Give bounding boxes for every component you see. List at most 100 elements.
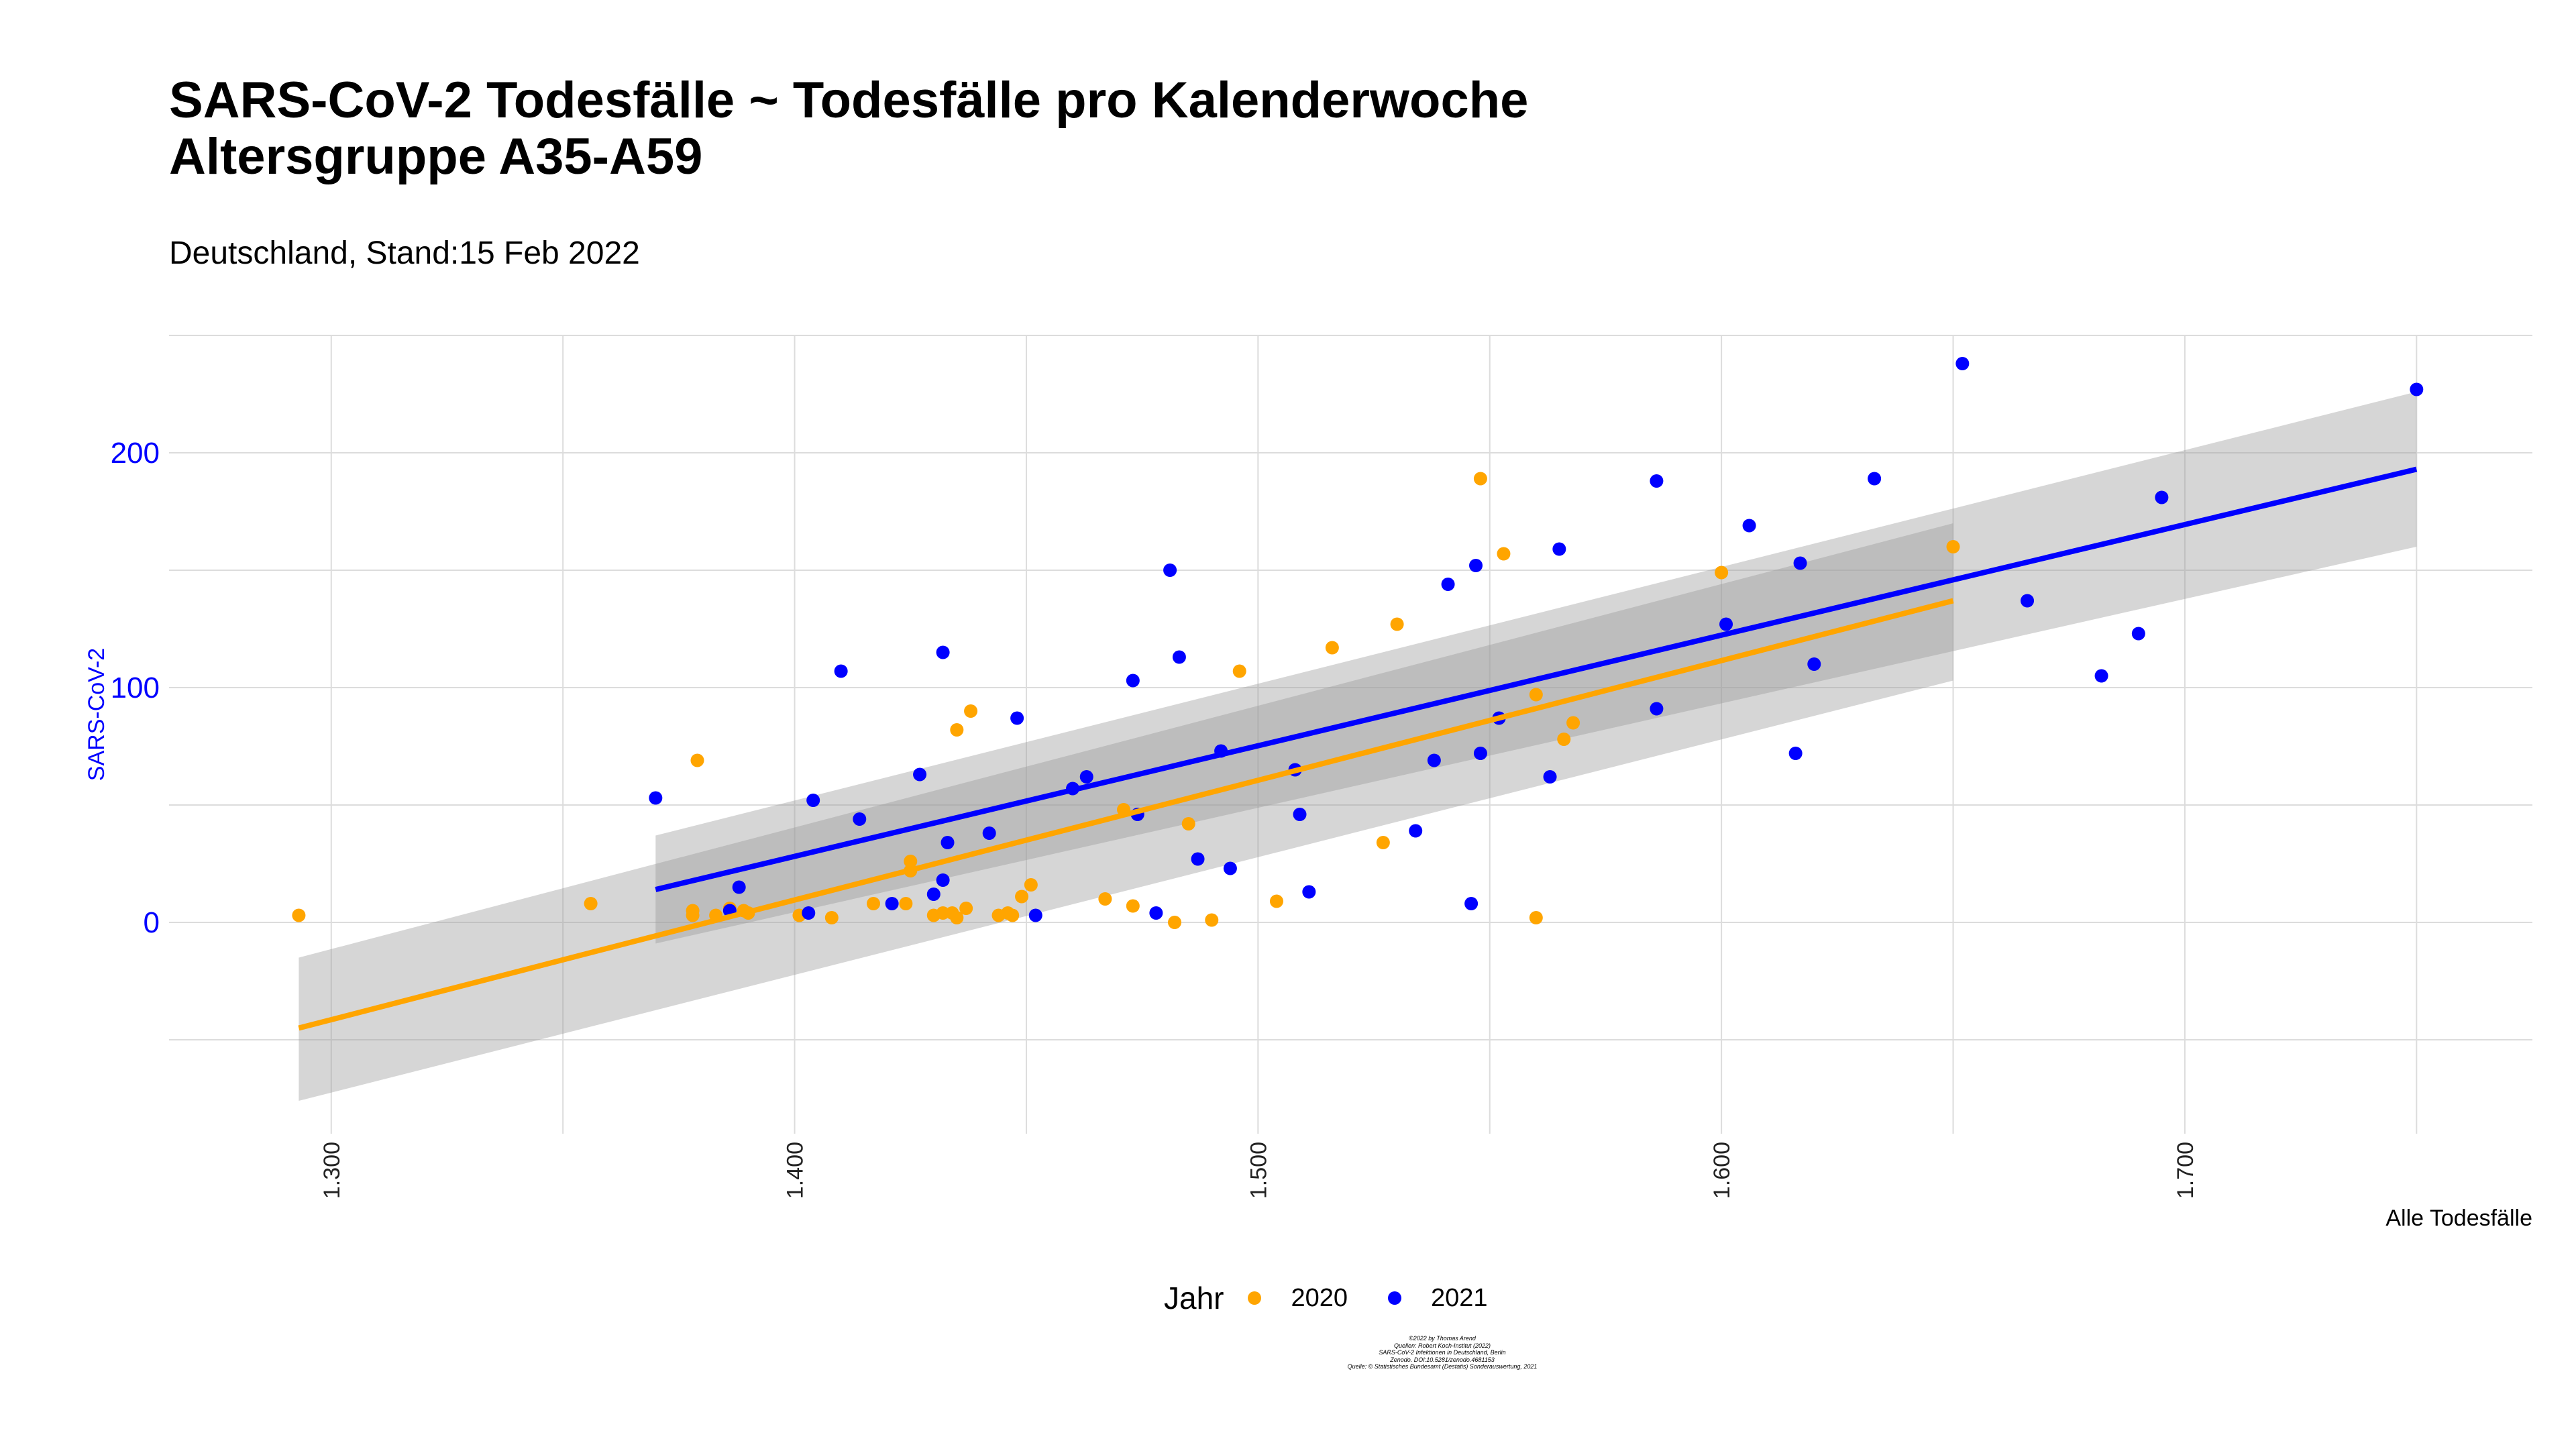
data-point-2020 <box>1946 540 1960 553</box>
y-tick-label: 100 <box>111 672 160 704</box>
data-point-2020 <box>686 908 700 922</box>
data-point-2020 <box>292 908 306 922</box>
data-point-2020 <box>936 906 950 920</box>
regression-line-2020 <box>298 598 1954 1031</box>
data-point-2020 <box>866 897 880 910</box>
data-point-2021 <box>1650 702 1664 716</box>
data-point-2021 <box>1793 556 1807 570</box>
x-tick-label: 1.600 <box>1709 1142 1735 1199</box>
data-point-2021 <box>1163 564 1177 577</box>
caption-line: ©2022 by Thomas Arend <box>1409 1335 1476 1342</box>
data-point-2021 <box>936 645 950 659</box>
confidence-band-2021 <box>655 392 2417 944</box>
legend-label-2021: 2021 <box>1431 1283 1488 1312</box>
data-point-2021 <box>1464 897 1479 910</box>
data-point-2020 <box>1376 836 1390 849</box>
data-point-2021 <box>853 812 867 826</box>
data-point-2021 <box>913 767 927 782</box>
data-point-2021 <box>926 888 941 901</box>
data-point-2021 <box>1010 711 1024 725</box>
axes: 0 100 200 1.300 1.400 1.500 1.600 1.700 SARS-CoV… <box>84 437 2532 1231</box>
data-point-2021 <box>1473 747 1487 760</box>
data-point-2020 <box>1269 894 1283 908</box>
data-point-2020 <box>1473 472 1487 486</box>
data-point-2021 <box>936 873 950 887</box>
data-point-2020 <box>1126 899 1140 913</box>
data-point-2021 <box>1223 861 1237 875</box>
data-point-2020 <box>904 855 918 868</box>
data-point-2021 <box>2155 490 2169 504</box>
legend-label-2020: 2020 <box>1291 1283 1348 1312</box>
data-points <box>292 357 2424 929</box>
data-point-2021 <box>1719 617 1733 631</box>
data-point-2021 <box>1302 885 1316 899</box>
data-point-2020 <box>1497 547 1511 561</box>
data-point-2020 <box>1181 817 1195 830</box>
data-point-2021 <box>806 794 820 807</box>
title-line-1: SARS-CoV-2 Todesfälle ~ Todesfälle pro K… <box>169 72 1529 129</box>
data-point-2021 <box>1079 770 1093 784</box>
data-point-2021 <box>1469 559 1483 572</box>
data-point-2020 <box>1390 617 1404 631</box>
data-point-2020 <box>1168 916 1182 929</box>
caption-line: Quellen: Robert Koch-Institut (2022) <box>1393 1342 1491 1349</box>
data-point-2020 <box>1098 892 1112 906</box>
y-tick-label: 0 <box>144 906 160 939</box>
data-point-2020 <box>950 911 964 924</box>
title-line-2: Altersgruppe A35-A59 <box>169 128 703 185</box>
grid-lines <box>169 335 2532 1134</box>
caption-line: Zenodo. DOI:10.5281/zenodo.4681153 <box>1390 1356 1495 1363</box>
data-point-2020 <box>950 723 964 737</box>
data-point-2021 <box>1409 824 1423 838</box>
source-caption: ©2022 by Thomas Arend Quellen: Robert Ko… <box>1140 1335 1744 1371</box>
data-point-2021 <box>1441 578 1455 591</box>
data-point-2020 <box>1715 566 1729 580</box>
caption-line: Quelle: © Statistisches Bundesamt (Desta… <box>1347 1363 1538 1370</box>
data-point-2021 <box>1149 906 1163 920</box>
chart-title: SARS-CoV-2 Todesfälle ~ Todesfälle pro K… <box>169 72 1528 185</box>
data-point-2021 <box>1191 852 1205 866</box>
data-point-2020 <box>1015 890 1029 904</box>
data-point-2021 <box>1172 650 1186 664</box>
data-point-2021 <box>1650 474 1664 488</box>
confidence-bands <box>299 392 2417 1101</box>
data-point-2020 <box>964 704 978 718</box>
data-point-2020 <box>1024 878 1038 892</box>
legend-title: Jahr <box>1164 1281 1224 1316</box>
data-point-2021 <box>982 826 996 840</box>
x-tick-label: 1.400 <box>783 1142 808 1199</box>
data-point-2020 <box>1325 641 1339 655</box>
data-point-2021 <box>649 791 663 805</box>
data-point-2021 <box>2131 627 2145 641</box>
x-tick-label: 1.700 <box>2173 1142 2198 1199</box>
data-point-2021 <box>732 880 746 894</box>
data-point-2020 <box>899 897 913 910</box>
data-point-2021 <box>1788 747 1803 760</box>
y-tick-label: 200 <box>111 437 160 470</box>
regression-line-2021 <box>655 466 2418 892</box>
legend-item-2021: 2021 <box>1388 1284 1488 1313</box>
data-point-2021 <box>1427 753 1441 767</box>
data-point-2021 <box>941 836 955 849</box>
legend: Jahr 2020 2021 <box>1164 1280 1528 1316</box>
legend-item-2020: 2020 <box>1248 1284 1348 1313</box>
data-point-2021 <box>1955 357 1970 370</box>
legend-dot-2021 <box>1388 1291 1402 1305</box>
data-point-2020 <box>1529 688 1543 702</box>
y-axis-label: SARS-CoV-2 <box>84 648 109 781</box>
data-point-2020 <box>1205 913 1219 927</box>
data-point-2020 <box>1529 911 1543 924</box>
data-point-2021 <box>2021 594 2035 608</box>
x-tick-label: 1.500 <box>1246 1142 1271 1199</box>
data-point-2020 <box>959 902 973 915</box>
data-point-2021 <box>834 664 848 678</box>
data-point-2020 <box>824 911 839 924</box>
data-point-2020 <box>1006 908 1020 922</box>
data-point-2021 <box>802 906 816 920</box>
data-point-2021 <box>1552 542 1566 556</box>
data-point-2021 <box>1028 908 1042 922</box>
data-point-2021 <box>1293 808 1307 821</box>
data-point-2021 <box>2410 382 2424 396</box>
x-tick-label: 1.300 <box>319 1142 345 1199</box>
